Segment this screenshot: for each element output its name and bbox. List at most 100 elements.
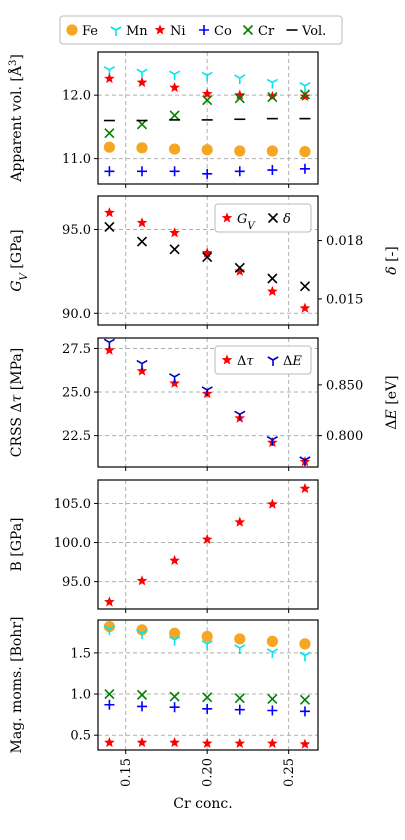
data-point-co bbox=[267, 705, 278, 716]
x-tick-label: 0.15 bbox=[119, 758, 134, 787]
y-tick-label: 25.0 bbox=[62, 386, 91, 401]
y2-tick-label: 0.800 bbox=[326, 429, 363, 444]
data-point--e bbox=[234, 410, 246, 421]
data-point-co bbox=[104, 166, 115, 177]
data-point-mn bbox=[299, 651, 311, 662]
data-point-fe bbox=[299, 638, 311, 650]
data-point-co bbox=[234, 704, 245, 715]
data-point-mn bbox=[103, 625, 116, 636]
data-point-mn bbox=[201, 640, 213, 650]
data-point-cr bbox=[267, 693, 278, 705]
data-point-co bbox=[202, 703, 213, 714]
data-point-ni bbox=[201, 737, 213, 748]
data-point-ni bbox=[104, 73, 115, 84]
data-point-g-v bbox=[234, 265, 246, 276]
data-point-mn bbox=[266, 78, 278, 89]
data-point-cr bbox=[267, 91, 278, 103]
data-point--e bbox=[266, 436, 278, 446]
data-point-fe bbox=[136, 142, 148, 154]
data-point-co bbox=[104, 699, 115, 710]
data-point-fe bbox=[266, 635, 278, 647]
y-tick-label: 95.0 bbox=[62, 223, 91, 238]
data-marks-layer bbox=[103, 66, 311, 749]
y-axis-label: CRSS Δτ [MPa] bbox=[9, 348, 25, 457]
data-point-mn bbox=[234, 74, 246, 85]
top-legend-label: Cr bbox=[258, 24, 275, 39]
data-point-cr bbox=[299, 89, 311, 100]
data-point-fe bbox=[168, 627, 181, 639]
data-point-fe bbox=[299, 146, 311, 158]
top-legend-label: Fe bbox=[82, 24, 98, 39]
data-point-- bbox=[267, 273, 278, 284]
top-legend-marker-ni bbox=[154, 24, 166, 35]
data-point-co bbox=[169, 166, 180, 177]
data-point-mn bbox=[234, 644, 246, 654]
data-point-- bbox=[234, 262, 245, 273]
data-point-g-v bbox=[299, 302, 311, 313]
data-point--e bbox=[201, 386, 213, 396]
data-point-fe bbox=[234, 145, 246, 157]
axis-ticks-layer: 11.0 12.0 90.0 95.0 0.015 0.018 22.5 25.0 27.5 0.… bbox=[54, 89, 363, 787]
data-point-cr bbox=[202, 692, 213, 703]
y-axis-label: Apparent vol. [Å3] bbox=[7, 54, 25, 183]
y2-tick-label: 0.018 bbox=[326, 234, 363, 249]
data-point-mn bbox=[201, 71, 213, 82]
data-point-- bbox=[104, 221, 115, 233]
data-point-mn bbox=[168, 70, 181, 81]
data-point-cr bbox=[234, 93, 245, 104]
axes-frames-layer bbox=[97, 51, 319, 751]
x-tick-label: 0.20 bbox=[201, 758, 216, 787]
data-point-fe bbox=[201, 630, 213, 643]
axis-labels-layer: Apparent vol. [Å3] GV [GPa] δ [-] CRSS Δτ [… bbox=[7, 54, 400, 753]
data-point-- bbox=[136, 236, 148, 247]
data-point-co bbox=[299, 163, 310, 174]
top-legend-label: Ni bbox=[170, 24, 186, 39]
data-point-co bbox=[169, 702, 180, 713]
data-point-fe bbox=[201, 144, 213, 156]
data-point-- bbox=[299, 281, 311, 292]
data-point-ni bbox=[234, 89, 246, 100]
legend-marker-1 bbox=[267, 356, 279, 366]
axes-frame bbox=[97, 619, 319, 751]
data-point-fe bbox=[234, 633, 246, 645]
data-point-cr bbox=[169, 110, 180, 121]
x-axis-label: Cr conc. bbox=[173, 796, 232, 812]
data-point-cr bbox=[104, 688, 115, 700]
top-legend-label: Vol. bbox=[301, 24, 326, 39]
y-tick-label: 0.5 bbox=[70, 729, 91, 744]
data-point-ni bbox=[136, 76, 148, 87]
y-tick-label: 1.0 bbox=[70, 688, 91, 703]
top-legend-marker-cr bbox=[242, 24, 254, 36]
y-axis-label: GV [GPa] bbox=[9, 229, 30, 291]
data-point-ni bbox=[169, 81, 180, 93]
x-tick-label: 0.25 bbox=[282, 758, 297, 787]
data-point-cr bbox=[202, 95, 213, 106]
legend-label: GV bbox=[237, 212, 256, 232]
data-point-fe bbox=[136, 624, 148, 636]
top-legend-marker-fe bbox=[66, 24, 78, 36]
top-legend-label: Co bbox=[214, 24, 232, 39]
data-point-ni bbox=[234, 737, 246, 748]
data-point-b bbox=[299, 483, 311, 494]
data-point-mn bbox=[299, 81, 311, 92]
data-point-fe bbox=[168, 143, 181, 155]
data-point-fe bbox=[103, 141, 116, 153]
data-point-ni bbox=[136, 736, 148, 748]
y-axis-label: B [GPa] bbox=[9, 518, 25, 572]
data-point-- bbox=[169, 377, 180, 388]
y-tick-label: 100.0 bbox=[54, 536, 91, 551]
axes-frame bbox=[97, 51, 319, 185]
data-point-- bbox=[136, 365, 148, 376]
data-point-co bbox=[267, 165, 278, 176]
legend-label: Δτ bbox=[237, 354, 254, 369]
data-point-ni bbox=[267, 737, 278, 748]
data-point-fe bbox=[103, 620, 116, 633]
data-point-cr bbox=[136, 689, 148, 700]
data-point-ni bbox=[299, 738, 311, 749]
data-point-mn bbox=[266, 648, 278, 659]
y-tick-label: 27.5 bbox=[62, 342, 91, 357]
y-tick-label: 1.5 bbox=[70, 646, 91, 661]
data-point-g-v bbox=[169, 227, 180, 238]
data-point-b bbox=[234, 516, 246, 527]
